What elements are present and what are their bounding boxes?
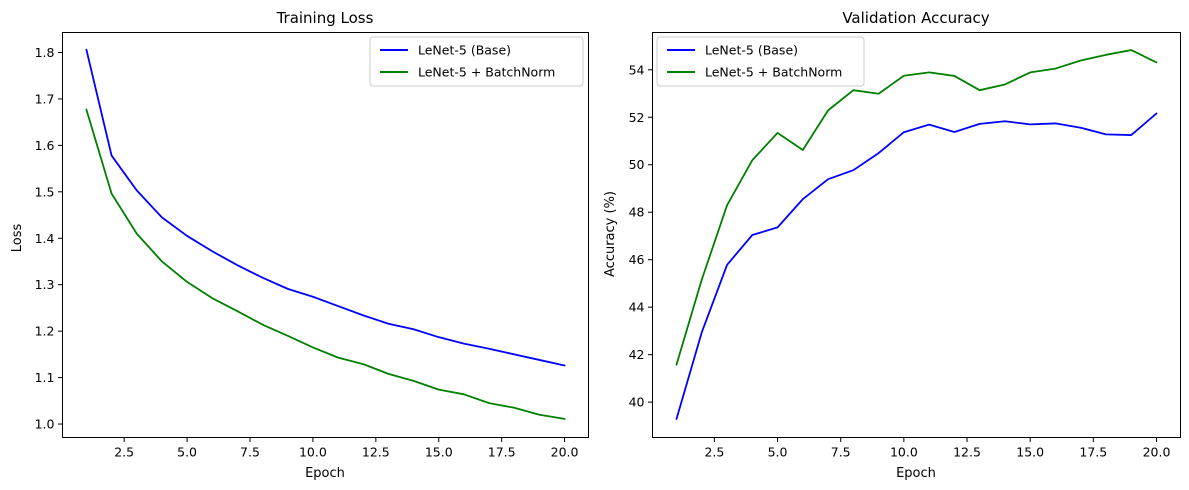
x-tick-label: 2.5	[704, 445, 724, 460]
y-axis-label: Loss	[10, 224, 25, 253]
legend-label-batchnorm: LeNet-5 + BatchNorm	[705, 65, 842, 80]
x-tick-label: 12.5	[953, 445, 981, 460]
x-tick-label: 17.5	[488, 445, 516, 460]
y-tick-label: 1.5	[35, 184, 55, 199]
y-axis-label: Accuracy (%)	[603, 191, 618, 277]
plot-lines	[675, 49, 1158, 420]
legend: LeNet-5 (Base) LeNet-5 + BatchNorm	[656, 36, 865, 87]
legend-label-batchnorm: LeNet-5 + BatchNorm	[418, 65, 555, 80]
legend-box	[369, 36, 584, 87]
y-tick-label: 1.7	[35, 91, 55, 106]
validation-accuracy-panel: Validation Accuracy Epoch Accuracy (%) 2…	[603, 9, 1181, 481]
series-line-lenet-5-base	[675, 112, 1158, 420]
legend-label-base: LeNet-5 (Base)	[418, 43, 511, 58]
y-tick-label: 42	[629, 347, 645, 362]
x-axis-label: Epoch	[305, 466, 345, 481]
x-tick-label: 10.0	[890, 445, 918, 460]
axes-frame	[652, 32, 1181, 438]
x-tick-label: 10.0	[299, 445, 327, 460]
legend-label-base: LeNet-5 (Base)	[705, 43, 798, 58]
axis-ticks: 2.5 5.0 7.5 10.0 12.5 15.0 17.5 20.0 1.0 1.1 1.2 1.…	[35, 45, 579, 460]
y-tick-label: 1.1	[35, 370, 55, 385]
y-tick-label: 50	[629, 157, 645, 172]
y-tick-label: 40	[629, 395, 645, 410]
x-tick-label: 20.0	[1143, 445, 1171, 460]
x-tick-label: 2.5	[114, 445, 134, 460]
y-tick-label: 1.4	[35, 231, 55, 246]
x-axis-label: Epoch	[896, 466, 936, 481]
x-tick-label: 5.0	[768, 445, 788, 460]
x-tick-label: 20.0	[551, 445, 579, 460]
y-tick-label: 1.8	[35, 45, 55, 60]
series-line-lenet-5-batchnorm	[675, 49, 1158, 366]
y-tick-label: 1.0	[35, 417, 55, 432]
chart-title: Training Loss	[276, 9, 374, 27]
x-tick-label: 12.5	[362, 445, 390, 460]
x-tick-label: 7.5	[831, 445, 851, 460]
chart-title: Validation Accuracy	[842, 9, 989, 27]
y-tick-label: 1.2	[35, 324, 55, 339]
x-tick-label: 7.5	[240, 445, 260, 460]
y-tick-label: 54	[629, 62, 645, 77]
y-tick-label: 52	[629, 110, 645, 125]
series-line-lenet-5-batchnorm	[85, 108, 566, 420]
axes-frame	[62, 32, 589, 438]
y-tick-label: 44	[629, 300, 645, 315]
x-tick-label: 15.0	[1016, 445, 1044, 460]
legend-box	[656, 36, 865, 87]
y-tick-label: 1.6	[35, 138, 55, 153]
y-tick-label: 48	[629, 205, 645, 220]
training-loss-panel: Training Loss Epoch Loss 2.5 5.0 7.5 10.0 12…	[10, 9, 589, 481]
x-tick-label: 17.5	[1079, 445, 1107, 460]
series-line-lenet-5-base	[85, 48, 566, 367]
plot-lines	[85, 48, 566, 420]
x-tick-label: 5.0	[177, 445, 197, 460]
y-tick-label: 46	[629, 252, 645, 267]
legend: LeNet-5 (Base) LeNet-5 + BatchNorm	[369, 36, 584, 87]
y-tick-label: 1.3	[35, 277, 55, 292]
x-tick-label: 15.0	[425, 445, 453, 460]
axis-ticks: 2.5 5.0 7.5 10.0 12.5 15.0 17.5 20.0 40 42 44 46 48 5…	[629, 62, 1171, 459]
